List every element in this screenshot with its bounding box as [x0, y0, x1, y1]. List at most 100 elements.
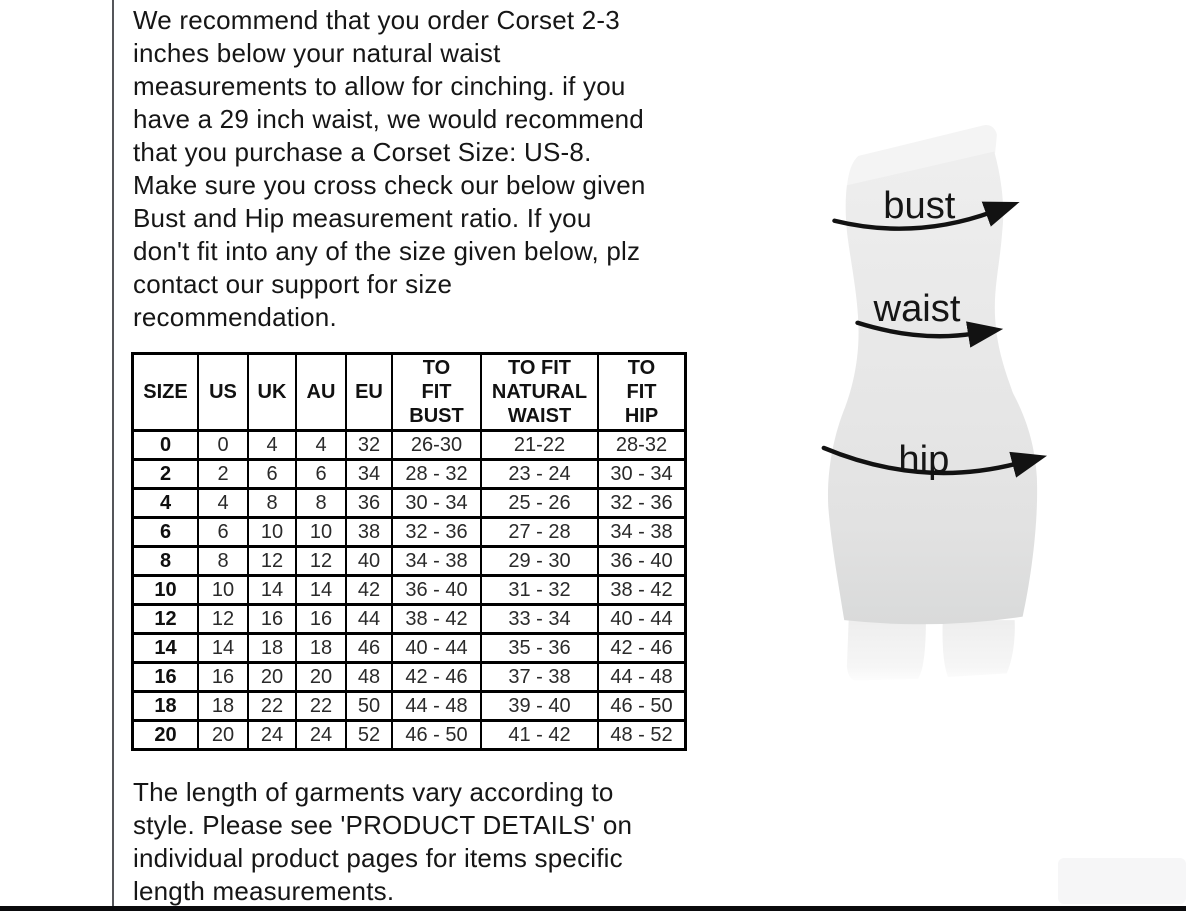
column-header: AU [295, 352, 347, 432]
page-bottom-rule [0, 906, 1186, 911]
table-row: 20 20 24 24 52 46 - 50 41 - 42 48 - 52 [131, 719, 687, 751]
table-row: 10 10 14 14 42 36 - 40 31 - 32 38 - 42 [131, 574, 687, 606]
value-cell: 42 [345, 574, 393, 606]
value-cell: 12 [295, 545, 347, 577]
value-cell: 12 [247, 545, 297, 577]
value-cell: 44 - 48 [391, 690, 482, 722]
value-cell: 20 [247, 661, 297, 693]
value-cell: 41 - 42 [480, 719, 599, 751]
value-cell: 26-30 [391, 429, 482, 461]
page-left-scan-line [112, 0, 114, 908]
size-cell: 12 [131, 603, 199, 635]
table-row: 18 18 22 22 50 44 - 48 39 - 40 46 - 50 [131, 690, 687, 722]
value-cell: 48 [345, 661, 393, 693]
footer-paragraph: The length of garments vary according to… [133, 777, 633, 906]
column-header: TO FIT BUST [391, 352, 482, 432]
value-cell: 42 - 46 [391, 661, 482, 693]
value-cell: 27 - 28 [480, 516, 599, 548]
value-cell: 14 [295, 574, 347, 606]
value-cell: 10 [247, 516, 297, 548]
size-chart-body: 0 0 4 4 32 26-30 21-22 28-32 2 2 6 6 34 28 - 32 23 - 2… [131, 429, 687, 751]
value-cell: 14 [247, 574, 297, 606]
value-cell: 44 [345, 603, 393, 635]
value-cell: 10 [197, 574, 249, 606]
mannequin-chest-cap [846, 124, 997, 187]
column-header: TO FIT HIP [597, 352, 687, 432]
value-cell: 33 - 34 [480, 603, 599, 635]
value-cell: 29 - 30 [480, 545, 599, 577]
value-cell: 24 [295, 719, 347, 751]
value-cell: 32 [345, 429, 393, 461]
bust-label: bust [883, 184, 956, 227]
value-cell: 18 [247, 632, 297, 664]
column-header: EU [345, 352, 393, 432]
size-cell: 20 [131, 719, 199, 751]
value-cell: 31 - 32 [480, 574, 599, 606]
value-cell: 4 [247, 429, 297, 461]
value-cell: 36 [345, 487, 393, 519]
value-cell: 25 - 26 [480, 487, 599, 519]
table-row: 14 14 18 18 46 40 - 44 35 - 36 42 - 46 [131, 632, 687, 664]
table-row: 4 4 8 8 36 30 - 34 25 - 26 32 - 36 [131, 487, 687, 519]
value-cell: 21-22 [480, 429, 599, 461]
value-cell: 16 [197, 661, 249, 693]
table-row: 0 0 4 4 32 26-30 21-22 28-32 [131, 429, 687, 461]
scan-shadow-patch [1058, 858, 1186, 904]
value-cell: 52 [345, 719, 393, 751]
value-cell: 34 [345, 458, 393, 490]
column-header: UK [247, 352, 297, 432]
value-cell: 6 [247, 458, 297, 490]
column-header: US [197, 352, 249, 432]
value-cell: 20 [295, 661, 347, 693]
value-cell: 0 [197, 429, 249, 461]
value-cell: 18 [295, 632, 347, 664]
value-cell: 39 - 40 [480, 690, 599, 722]
value-cell: 37 - 38 [480, 661, 599, 693]
table-row: 8 8 12 12 40 34 - 38 29 - 30 36 - 40 [131, 545, 687, 577]
size-cell: 4 [131, 487, 199, 519]
table-row: 6 6 10 10 38 32 - 36 27 - 28 34 - 38 [131, 516, 687, 548]
value-cell: 38 [345, 516, 393, 548]
value-cell: 35 - 36 [480, 632, 599, 664]
value-cell: 30 - 34 [391, 487, 482, 519]
value-cell: 36 - 40 [391, 574, 482, 606]
value-cell: 8 [247, 487, 297, 519]
value-cell: 46 - 50 [597, 690, 687, 722]
waist-label: waist [873, 287, 961, 330]
value-cell: 4 [197, 487, 249, 519]
value-cell: 42 - 46 [597, 632, 687, 664]
mannequin-figure-svg: bust waist hip [821, 124, 1047, 681]
value-cell: 22 [247, 690, 297, 722]
value-cell: 28 - 32 [391, 458, 482, 490]
value-cell: 23 - 24 [480, 458, 599, 490]
size-chart-table: SIZE US UK AU EU TO FIT BUST TO FIT NATURAL WA… [131, 352, 687, 751]
value-cell: 50 [345, 690, 393, 722]
intro-paragraph: We recommend that you order Corset 2-3 i… [133, 5, 646, 332]
table-row: 12 12 16 16 44 38 - 42 33 - 34 40 - 44 [131, 603, 687, 635]
mannequin-right-leg [942, 620, 1015, 677]
column-header: SIZE [131, 352, 199, 432]
size-cell: 16 [131, 661, 199, 693]
value-cell: 34 - 38 [597, 516, 687, 548]
table-row: 2 2 6 6 34 28 - 32 23 - 24 30 - 34 [131, 458, 687, 490]
hip-arrow [821, 445, 1047, 478]
waist-arrow [855, 320, 1004, 348]
value-cell: 38 - 42 [391, 603, 482, 635]
header-row: SIZE US UK AU EU TO FIT BUST TO FIT NATURAL WA… [131, 352, 687, 432]
measurement-figure: bust waist hip [780, 100, 1086, 890]
value-cell: 30 - 34 [597, 458, 687, 490]
bust-arrow [832, 201, 1020, 231]
value-cell: 46 [345, 632, 393, 664]
value-cell: 32 - 36 [391, 516, 482, 548]
value-cell: 20 [197, 719, 249, 751]
value-cell: 6 [295, 458, 347, 490]
value-cell: 4 [295, 429, 347, 461]
size-cell: 6 [131, 516, 199, 548]
value-cell: 34 - 38 [391, 545, 482, 577]
mannequin-left-leg [846, 620, 926, 681]
value-cell: 36 - 40 [597, 545, 687, 577]
value-cell: 16 [247, 603, 297, 635]
mannequin-torso [827, 151, 1038, 625]
value-cell: 38 - 42 [597, 574, 687, 606]
